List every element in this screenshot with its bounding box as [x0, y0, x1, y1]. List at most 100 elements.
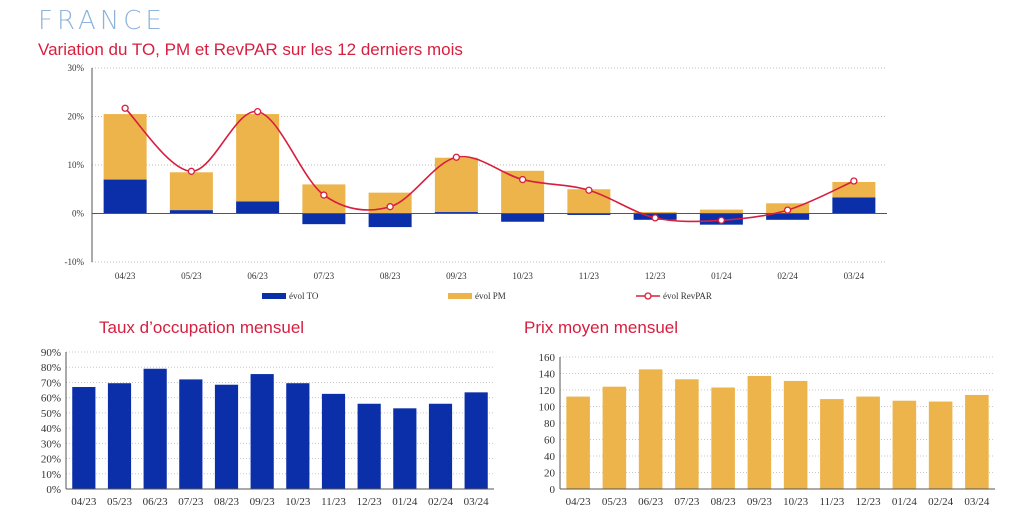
y-tick-label: 0: [550, 484, 556, 496]
point-evol-revpar: [187, 167, 196, 175]
bar-price: [566, 396, 590, 489]
legend-marker-evol-revpar: [644, 292, 652, 300]
point-evol-revpar: [253, 108, 262, 116]
x-tick-label: 11/23: [321, 496, 346, 508]
y-tick-label: 140: [539, 369, 556, 381]
bar-evol-to: [169, 210, 213, 214]
country-heading: FRANCE: [38, 6, 166, 36]
y-tick-label: 40: [544, 451, 556, 463]
y-tick-label: 70%: [41, 377, 61, 389]
bar-occupancy: [428, 403, 453, 489]
x-tick-label: 10/23: [512, 271, 533, 281]
x-tick-label: 05/23: [107, 496, 133, 508]
y-tick-label: 30%: [68, 63, 85, 73]
x-tick-label: 01/24: [711, 271, 732, 281]
y-tick-label: 30%: [41, 438, 61, 450]
y-tick-label: 20%: [41, 454, 61, 466]
x-tick-label: 07/23: [314, 271, 335, 281]
occupancy-chart-title: Taux d’occupation mensuel: [99, 318, 305, 337]
x-tick-label: 12/23: [357, 496, 383, 508]
bar-evol-to: [434, 212, 478, 214]
y-tick-label: 20: [544, 468, 556, 480]
legend-swatch-evol-to: [262, 293, 286, 299]
bar-price: [638, 369, 663, 489]
y-tick-label: 50%: [41, 408, 61, 420]
bar-occupancy: [179, 379, 203, 489]
x-tick-label: 06/23: [143, 496, 169, 508]
x-tick-label: 08/23: [214, 496, 240, 508]
bar-evol-to: [368, 213, 412, 228]
y-tick-label: 10%: [41, 469, 61, 481]
x-tick-label: 12/23: [856, 496, 882, 508]
x-tick-label: 06/23: [638, 496, 664, 508]
point-evol-revpar: [386, 203, 394, 211]
point-evol-revpar: [121, 104, 129, 112]
bar-occupancy: [393, 408, 417, 489]
x-tick-label: 04/23: [71, 496, 97, 508]
y-tick-label: 80: [544, 418, 556, 430]
bar-occupancy: [357, 403, 381, 489]
point-evol-revpar: [850, 177, 858, 185]
x-tick-label: 05/23: [181, 271, 202, 281]
bar-occupancy: [321, 393, 346, 489]
bar-evol-to: [236, 201, 280, 214]
point-evol-revpar: [452, 153, 461, 161]
x-tick-label: 10/23: [783, 496, 809, 508]
bar-evol-pm: [302, 184, 346, 214]
x-tick-label: 01/24: [892, 496, 918, 508]
bar-occupancy: [214, 384, 239, 489]
x-tick-label: 02/24: [777, 271, 798, 281]
y-tick-label: 90%: [41, 347, 61, 359]
x-tick-label: 10/23: [285, 496, 311, 508]
bar-evol-to: [567, 213, 611, 215]
y-tick-label: 0%: [46, 484, 61, 496]
bar-occupancy: [72, 387, 96, 489]
legend-label-evol-to: évol TO: [289, 291, 319, 301]
bar-price: [747, 375, 772, 489]
x-tick-label: 02/24: [428, 496, 454, 508]
y-tick-label: 160: [539, 352, 556, 364]
y-tick-label: 10%: [68, 160, 85, 170]
bar-price: [856, 396, 880, 489]
bar-price: [675, 379, 699, 489]
y-tick-label: 40%: [41, 423, 61, 435]
price-chart-title: Prix moyen mensuel: [524, 318, 679, 337]
point-evol-revpar: [783, 206, 792, 214]
y-tick-label: 80%: [41, 362, 61, 374]
x-tick-label: 06/23: [247, 271, 268, 281]
x-tick-label: 07/23: [178, 496, 204, 508]
bar-occupancy: [464, 392, 488, 489]
bar-evol-to: [766, 213, 810, 220]
y-tick-label: 100: [539, 402, 556, 414]
point-evol-revpar: [518, 175, 527, 184]
point-evol-revpar: [651, 214, 659, 222]
x-tick-label: 04/23: [115, 271, 136, 281]
x-tick-label: 03/24: [844, 271, 865, 281]
x-tick-label: 08/23: [380, 271, 401, 281]
bar-evol-pm: [169, 172, 213, 211]
y-tick-label: 20%: [68, 112, 85, 122]
y-tick-label: 120: [539, 385, 556, 397]
bar-price: [820, 399, 844, 489]
bar-occupancy: [286, 383, 310, 489]
y-tick-label: 60: [544, 435, 556, 447]
bar-evol-to: [832, 197, 876, 214]
legend-label-evol-revpar: évol RevPAR: [663, 291, 712, 301]
bar-price: [711, 387, 735, 489]
x-tick-label: 02/24: [928, 496, 954, 508]
legend-label-evol-pm: évol PM: [475, 291, 506, 301]
bar-occupancy: [107, 383, 132, 489]
x-tick-label: 09/23: [747, 496, 773, 508]
y-tick-label: 0%: [72, 209, 85, 219]
point-evol-revpar: [320, 191, 328, 199]
bar-evol-to: [302, 213, 346, 225]
y-tick-label: 60%: [41, 393, 61, 405]
x-tick-label: 03/24: [964, 496, 990, 508]
bar-evol-to: [103, 179, 147, 214]
legend-swatch-evol-pm: [448, 293, 472, 299]
x-tick-label: 01/24: [392, 496, 418, 508]
bar-occupancy: [250, 374, 274, 489]
